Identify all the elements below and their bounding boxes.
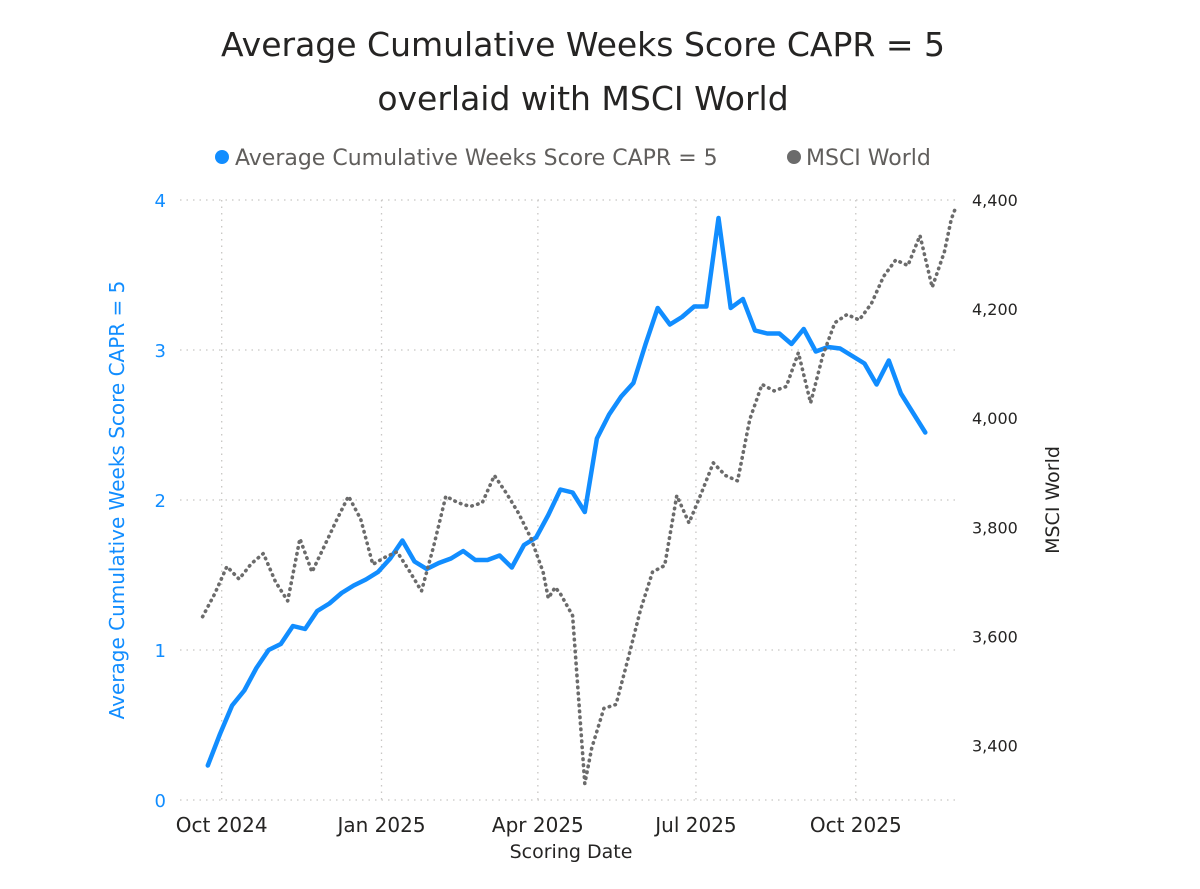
left-axis-tick-label: 0 bbox=[155, 791, 166, 812]
right-axis-tick-label: 3,400 bbox=[972, 736, 1018, 755]
legend-label-msci: MSCI World bbox=[806, 146, 931, 171]
chart-title-line-2: overlaid with MSCI World bbox=[377, 79, 788, 118]
legend-marker-score bbox=[215, 150, 229, 164]
legend-label-score: Average Cumulative Weeks Score CAPR = 5 bbox=[235, 146, 718, 171]
left-axis-tick-label: 1 bbox=[155, 641, 166, 662]
left-axis-title: Average Cumulative Weeks Score CAPR = 5 bbox=[105, 281, 129, 720]
right-axis-title: MSCI World bbox=[1042, 446, 1064, 554]
left-axis-tick-label: 2 bbox=[155, 491, 166, 512]
left-axis-tick-label: 4 bbox=[155, 191, 166, 212]
right-axis-tick-label: 3,800 bbox=[972, 518, 1018, 537]
legend-item-score[interactable]: Average Cumulative Weeks Score CAPR = 5 bbox=[215, 146, 718, 171]
right-axis-tick-label: 3,600 bbox=[972, 627, 1018, 646]
legend-marker-msci bbox=[787, 150, 801, 164]
legend[interactable]: Average Cumulative Weeks Score CAPR = 5 … bbox=[215, 146, 931, 171]
series-lines bbox=[200, 203, 959, 786]
x-axis-tick-label: Oct 2024 bbox=[176, 813, 268, 837]
x-axis-tick-label: Apr 2025 bbox=[492, 813, 584, 837]
chart-title-line-1: Average Cumulative Weeks Score CAPR = 5 bbox=[221, 25, 945, 64]
x-axis-tick-label: Oct 2025 bbox=[810, 813, 902, 837]
score-series-line bbox=[205, 215, 928, 768]
right-axis-tick-label: 4,000 bbox=[972, 409, 1018, 428]
legend-item-msci[interactable]: MSCI World bbox=[787, 146, 931, 171]
axis-ticks: 0 1 2 3 4 3,400 3,600 3,800 4,000 4,200 4,400 Oct 2… bbox=[155, 191, 1018, 837]
right-axis-tick-label: 4,400 bbox=[972, 191, 1018, 210]
x-axis-tick-label: Jul 2025 bbox=[653, 813, 736, 837]
right-axis-tick-label: 4,200 bbox=[972, 300, 1018, 319]
x-axis-title: Scoring Date bbox=[510, 841, 633, 863]
left-axis-tick-label: 3 bbox=[155, 341, 166, 362]
x-axis-tick-label: Jan 2025 bbox=[335, 813, 425, 837]
msci-series-line bbox=[200, 203, 959, 786]
gridlines bbox=[180, 199, 960, 801]
